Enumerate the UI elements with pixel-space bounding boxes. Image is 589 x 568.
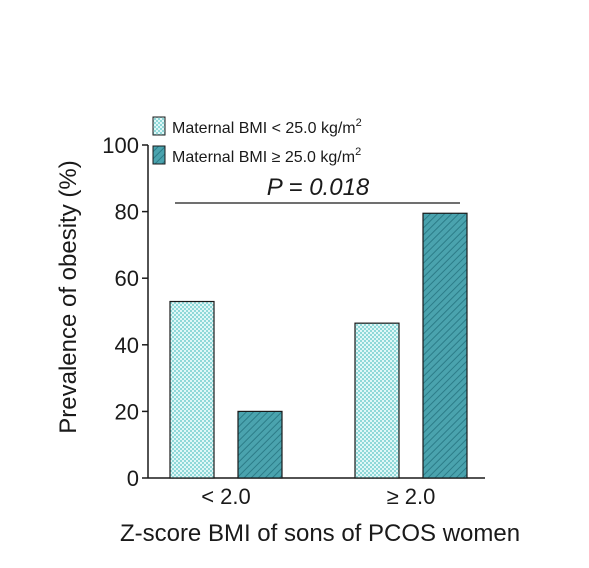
y-tick-label: 60 [115, 266, 139, 291]
p-value-annotation: P = 0.018 [267, 174, 370, 201]
bar-maternal-bmi-under-25-group-2 [354, 322, 400, 479]
legend-label-high: Maternal BMI ≥ 25.0 kg/m2 [172, 146, 361, 166]
x-tick-label: < 2.0 [201, 484, 251, 509]
x-ticks: < 2.0 ≥ 2.0 [201, 484, 435, 509]
y-tick-label: 40 [115, 333, 139, 358]
legend-swatch-low [152, 116, 166, 136]
y-ticks: 0 20 40 60 80 100 [102, 133, 148, 491]
bar-maternal-bmi-over-25-group-2 [422, 212, 468, 479]
bars [169, 212, 468, 479]
bar-maternal-bmi-under-25-group-1 [169, 300, 215, 479]
y-tick-label: 20 [115, 399, 139, 424]
y-tick-label: 80 [115, 200, 139, 225]
y-tick-label: 0 [127, 466, 139, 491]
y-tick-label: 100 [102, 133, 139, 158]
bar-maternal-bmi-over-25-group-1 [237, 410, 283, 479]
x-tick-label: ≥ 2.0 [387, 484, 436, 509]
y-axis-title: Prevalence of obesity (%) [55, 160, 82, 433]
legend: Maternal BMI < 25.0 kg/m2 Maternal BMI ≥… [152, 116, 362, 166]
legend-swatch-high [152, 145, 166, 165]
legend-label-low: Maternal BMI < 25.0 kg/m2 [172, 117, 362, 137]
x-axis-title: Z-score BMI of sons of PCOS women [120, 520, 520, 547]
